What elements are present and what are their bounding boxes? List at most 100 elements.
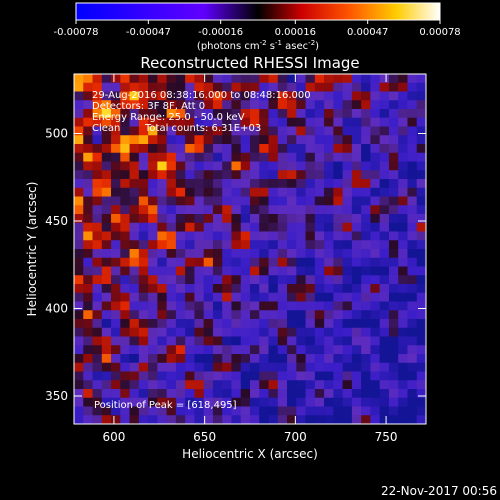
heatmap-cell [407,266,418,276]
heatmap-cell [333,292,343,302]
heatmap-cell [194,292,204,302]
heatmap-cell [148,354,158,364]
heatmap-cell [203,152,214,162]
heatmap-cell [287,214,297,224]
heatmap-cell [361,319,371,329]
heatmap-cell [250,240,260,250]
heatmap-cell [120,275,130,285]
heatmap-cell [157,126,167,136]
heatmap-cell [129,135,140,145]
heatmap-cell [74,380,84,390]
heatmap-cell [231,336,242,346]
heatmap-cell [148,126,158,136]
heatmap-cell [361,126,371,136]
heatmap-cell [342,266,353,276]
heatmap-cell [305,91,316,101]
heatmap-cell [175,231,186,241]
heatmap-cell [259,214,269,224]
heatmap-cell [388,100,399,110]
heatmap-cell [351,222,362,232]
heatmap-cell [240,345,251,355]
heatmap-cell [259,126,269,136]
heatmap-cell [314,319,325,329]
heatmap-cell [361,257,371,267]
heatmap-cell [212,170,223,180]
heatmap-cell [314,406,325,416]
heatmap-cell [351,257,362,267]
heatmap-cell [101,214,112,224]
heatmap-cell [185,205,195,215]
heatmap-cell [296,397,306,407]
heatmap-cell [324,249,334,259]
heatmap-cell [268,82,279,92]
heatmap-cell [370,126,380,136]
heatmap-cell [166,389,177,399]
heatmap-cell [268,362,279,372]
heatmap-cell [407,135,418,145]
heatmap-cell [240,354,251,364]
heatmap-cell [305,126,316,136]
heatmap-cell [231,319,242,329]
method-text: Clean [92,123,120,134]
heatmap-cell [398,406,408,416]
heatmap-cell [407,415,418,425]
heatmap-cell [148,231,158,241]
heatmap-cell [407,362,418,372]
heatmap-cell [175,179,186,189]
heatmap-cell [111,91,121,101]
heatmap-cell [268,354,279,364]
heatmap-cell [259,152,269,162]
heatmap-cell [74,292,84,302]
heatmap-cell [370,319,380,329]
heatmap-cell [342,415,353,425]
heatmap-cell [333,100,343,110]
heatmap-cell [212,310,223,320]
heatmap-cell [175,214,186,224]
x-tick-label: 750 [375,430,398,444]
heatmap-cell [83,406,93,416]
heatmap-cell [101,406,112,416]
heatmap-cell [175,249,186,259]
heatmap-cell [83,371,93,381]
heatmap-cell [370,91,380,101]
heatmap-cell [250,406,260,416]
heatmap-cell [203,292,214,302]
heatmap-cell [398,319,408,329]
heatmap-cell [138,397,149,407]
heatmap-cell [231,249,242,259]
heatmap-cell [351,152,362,162]
heatmap-cell [185,336,195,346]
heatmap-cell [416,91,427,101]
heatmap-cell [203,354,214,364]
heatmap-cell [416,187,427,197]
heatmap-cell [129,126,140,136]
heatmap-cell [203,362,214,372]
heatmap-cell [231,380,242,390]
heatmap-cell [148,196,158,206]
heatmap-cell [148,319,158,329]
heatmap-cell [111,380,121,390]
heatmap-cell [277,301,288,311]
heatmap-cell [259,336,269,346]
heatmap-cell [416,249,427,259]
heatmap-cell [277,231,288,241]
heatmap-cell [333,240,343,250]
x-tick-label: 700 [284,430,307,444]
heatmap-cell [138,415,149,425]
heatmap-cell [166,371,177,381]
heatmap-cell [194,319,204,329]
heatmap-cell [101,117,112,127]
heatmap-cell [166,117,177,127]
heatmap-cell [92,74,103,84]
heatmap-cell [129,389,140,399]
heatmap-cell [157,336,167,346]
heatmap-cell [398,397,408,407]
heatmap-cell [129,240,140,250]
heatmap-cell [231,100,242,110]
heatmap-cell [250,275,260,285]
heatmap-cell [407,82,418,92]
heatmap-cell [342,336,353,346]
heatmap-cell [388,345,399,355]
heatmap-cell [361,310,371,320]
heatmap-cell [398,82,408,92]
